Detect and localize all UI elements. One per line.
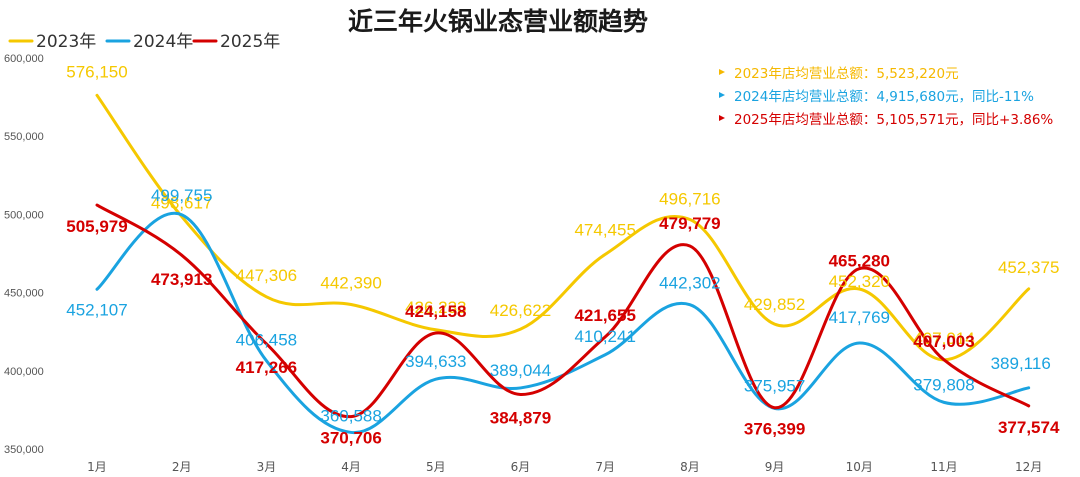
data-label-2023: 407,014 [913, 329, 974, 348]
series-line-2025 [95, 203, 1031, 419]
annotation-bullet-2024 [719, 92, 725, 98]
data-label-2023: 426,233 [405, 298, 466, 317]
x-tick-label: 6月 [511, 460, 531, 474]
y-tick-label: 400,000 [4, 366, 44, 378]
x-tick-label: 2月 [172, 460, 192, 474]
data-label-2025: 377,574 [998, 418, 1060, 437]
x-tick-label: 5月 [426, 460, 446, 474]
data-label-2025: 505,979 [66, 217, 127, 236]
y-tick-label: 600,000 [4, 53, 44, 65]
data-label-2024: 360,588 [320, 406, 381, 425]
annotation-text-2023: 2023年店均营业总额：5,523,220元 [734, 66, 959, 82]
y-tick-label: 350,000 [4, 444, 44, 456]
data-label-2023: 452,375 [998, 258, 1059, 277]
summary-annotations: 2023年店均营业总额：5,523,220元 2024年店均营业总额：4,915… [719, 66, 1053, 128]
data-label-2025: 421,655 [574, 306, 635, 325]
y-axis: 350,000 400,000 450,000 500,000 550,000 600,0… [4, 53, 44, 456]
annotation-text-2024: 2024年店均营业总额：4,915,680元，同比-11% [734, 89, 1034, 105]
annotation-bullet-2025 [719, 115, 725, 121]
data-label-2025: 370,706 [320, 429, 381, 448]
data-labels: 576,150 498,617 447,306 442,390 426,233 426,6… [66, 62, 1060, 447]
y-tick-label: 550,000 [4, 131, 44, 143]
x-tick-label: 4月 [341, 460, 361, 474]
x-tick-label: 1月 [87, 460, 107, 474]
data-label-2025: 376,399 [744, 420, 805, 439]
data-label-2024: 389,044 [490, 361, 551, 380]
series-line-2023 [95, 93, 1031, 362]
x-tick-label: 10月 [846, 460, 873, 474]
data-label-2023: 474,455 [574, 220, 635, 239]
legend-label-2023: 2023年 [36, 32, 96, 52]
data-label-2025: 417,266 [236, 358, 297, 377]
y-tick-label: 450,000 [4, 288, 44, 300]
data-label-2024: 499,755 [151, 186, 212, 205]
data-label-2023: 447,306 [236, 266, 297, 285]
data-label-2025: 479,779 [659, 214, 720, 233]
data-label-2025: 407,003 [913, 332, 974, 351]
data-label-2025: 424,158 [405, 302, 466, 321]
data-label-2025: 473,913 [151, 270, 212, 289]
data-label-2023: 429,852 [744, 295, 805, 314]
series-line-2024 [95, 211, 1031, 434]
y-tick-label: 500,000 [4, 209, 44, 221]
data-label-2024: 394,633 [405, 352, 466, 371]
data-label-2024: 452,107 [66, 300, 127, 319]
legend-item-2024: 2024年 [105, 32, 193, 52]
data-label-2023: 496,716 [659, 190, 720, 209]
legend: 2023年 2024年 2025年 [8, 32, 280, 52]
data-label-2025: 384,879 [490, 408, 551, 427]
data-label-2024: 406,458 [236, 331, 297, 350]
data-label-2024: 442,302 [659, 274, 720, 293]
data-label-2023: 498,617 [151, 194, 212, 213]
x-tick-label: 11月 [930, 460, 957, 474]
x-axis: 1月 2月 3月 4月 5月 6月 7月 8月 9月 10月 11月 12月 [87, 460, 1042, 474]
data-label-2023: 452,320 [829, 272, 890, 291]
data-label-2023: 576,150 [66, 62, 127, 81]
annotation-text-2025: 2025年店均营业总额：5,105,571元，同比+3.86% [734, 112, 1053, 128]
x-tick-label: 9月 [765, 460, 785, 474]
x-tick-label: 7月 [595, 460, 615, 474]
annotation-2023: 2023年店均营业总额：5,523,220元 [719, 66, 959, 82]
data-label-2023: 442,390 [320, 274, 381, 293]
chart-title: 近三年火锅业态营业额趋势 [348, 7, 648, 36]
legend-label-2024: 2024年 [133, 32, 193, 52]
data-label-2024: 417,769 [829, 308, 890, 327]
series-lines [95, 93, 1031, 434]
annotation-2024: 2024年店均营业总额：4,915,680元，同比-11% [719, 89, 1034, 105]
data-label-2024: 379,808 [913, 375, 974, 394]
annotation-2025: 2025年店均营业总额：5,105,571元，同比+3.86% [719, 112, 1053, 128]
legend-item-2025: 2025年 [192, 32, 280, 52]
legend-item-2023: 2023年 [8, 32, 96, 52]
legend-label-2025: 2025年 [220, 32, 280, 52]
data-label-2023: 426,622 [490, 301, 551, 320]
x-tick-label: 8月 [680, 460, 700, 474]
data-label-2024: 410,241 [574, 327, 635, 346]
x-tick-label: 3月 [257, 460, 277, 474]
annotation-bullet-2023 [719, 69, 725, 75]
data-label-2024: 375,957 [744, 376, 805, 395]
data-label-2025: 465,280 [829, 252, 890, 271]
x-tick-label: 12月 [1015, 460, 1042, 474]
data-label-2024: 389,116 [991, 354, 1051, 373]
